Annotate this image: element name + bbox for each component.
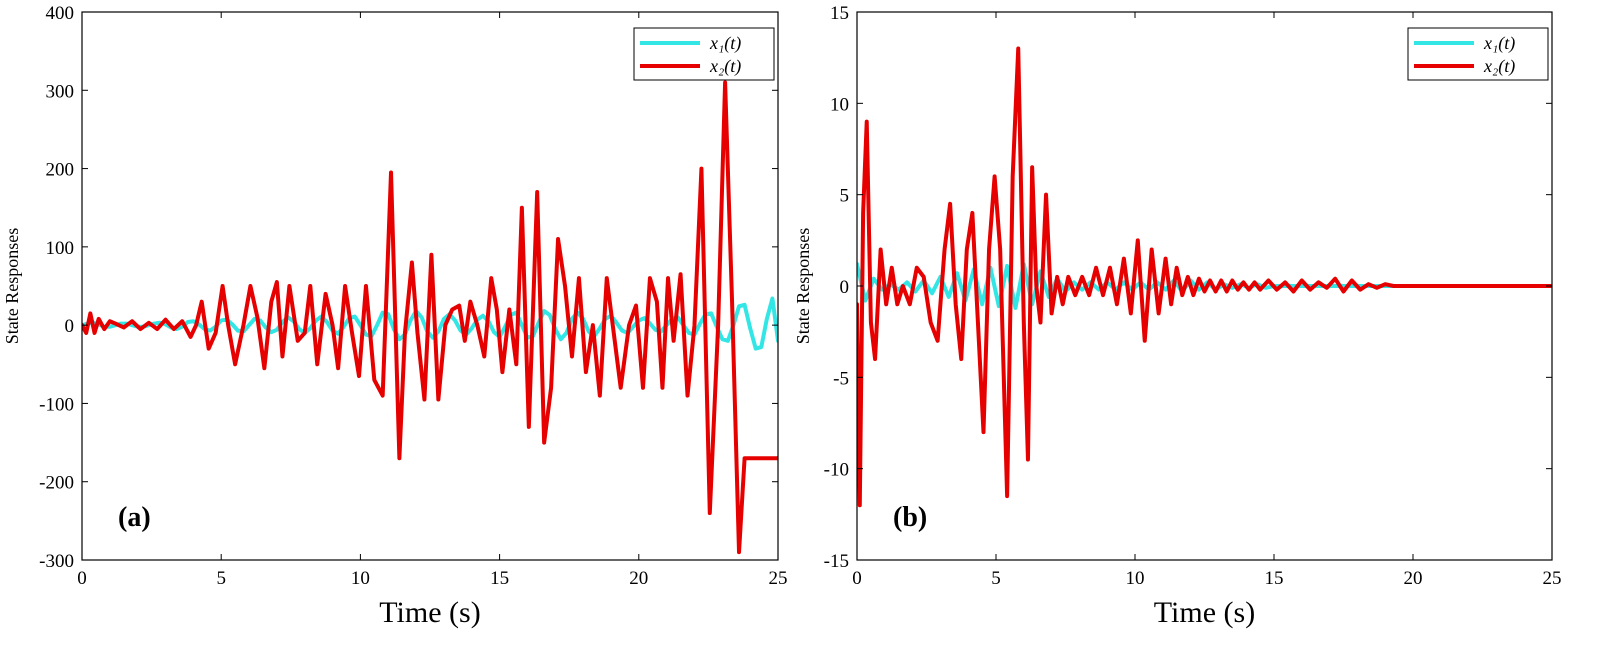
panel-label: (b) <box>893 502 927 533</box>
x-tick-label: 5 <box>216 568 226 589</box>
y-tick-label: 200 <box>46 160 75 181</box>
y-tick-label: -100 <box>39 394 74 415</box>
x-tick-label: 15 <box>490 568 509 589</box>
y-tick-label: 300 <box>46 81 75 102</box>
x-tick-label: 25 <box>769 568 788 589</box>
x-tick-label: 10 <box>351 568 370 589</box>
legend: x₁(t)x₂(t) <box>633 27 775 81</box>
y-tick-label: 0 <box>840 277 850 298</box>
panel-label: (a) <box>118 502 151 533</box>
y-tick-label: -300 <box>39 551 74 572</box>
y-axis-label: State Responses <box>793 228 813 345</box>
y-tick-label: 0 <box>65 316 75 337</box>
x-axis-label: Time (s) <box>1154 596 1255 629</box>
axes-box <box>81 11 779 561</box>
x-axis-label: Time (s) <box>379 596 480 629</box>
legend-box <box>1407 27 1549 81</box>
y-tick-label: -200 <box>39 473 74 494</box>
legend-box <box>633 27 775 81</box>
y-tick-label: -5 <box>833 368 849 389</box>
legend-label-x1: x₁(t) <box>709 33 741 54</box>
legend-label-x1: x₁(t) <box>1483 33 1515 54</box>
legend: x₁(t)x₂(t) <box>1407 27 1549 81</box>
x-tick-label: 20 <box>1404 568 1423 589</box>
x-tick-label: 25 <box>1543 568 1562 589</box>
y-tick-label: -15 <box>824 551 849 572</box>
y-axis-label: State Responses <box>2 228 22 345</box>
x-tick-label: 10 <box>1126 568 1145 589</box>
legend-label-x2: x₂(t) <box>1483 56 1515 77</box>
legend-label-x2: x₂(t) <box>709 56 741 77</box>
x-tick-label: 15 <box>1265 568 1284 589</box>
y-tick-label: 15 <box>830 3 849 24</box>
y-tick-label: 400 <box>46 3 75 24</box>
y-tick-label: -10 <box>824 460 849 481</box>
x-tick-label: 5 <box>991 568 1001 589</box>
y-tick-label: 10 <box>830 94 849 115</box>
chart-panel-a: 0 5 10 15 20 25 -300 -200 -100 0 100 200 300 400 Time … <box>2 3 788 629</box>
chart-panel-b: 0 5 10 15 20 25 -15 -10 -5 0 5 10 15 Time (s) State Re… <box>793 3 1562 629</box>
series-line-x2 <box>857 46 1552 508</box>
x-tick-label: 0 <box>852 568 862 589</box>
y-tick-label: 100 <box>46 238 75 259</box>
series-line-x2 <box>82 80 778 555</box>
x-tick-label: 20 <box>629 568 648 589</box>
x-tick-label: 0 <box>77 568 87 589</box>
y-tick-label: 5 <box>840 186 850 207</box>
